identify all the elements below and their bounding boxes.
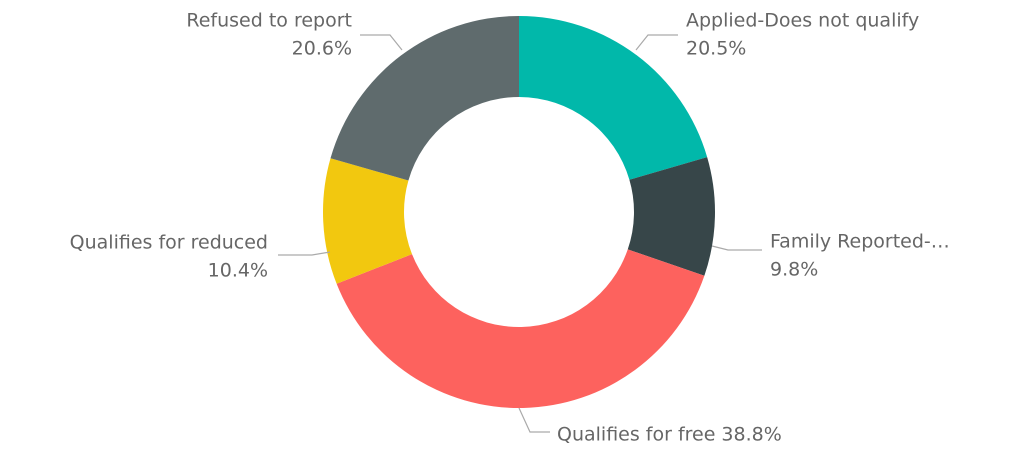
donut-slice xyxy=(519,16,708,180)
slice-label: Applied-Does not qualify xyxy=(686,10,919,32)
donut-slice xyxy=(336,249,705,409)
slice-value-label: 10.4% xyxy=(208,260,268,282)
slice-value-label: 20.5% xyxy=(686,38,746,60)
leader-line xyxy=(278,251,331,256)
slice-label: Refused to report xyxy=(186,10,352,32)
slice-label: Qualifies for free xyxy=(557,424,715,446)
leader-line xyxy=(635,34,678,51)
leader-line xyxy=(711,245,762,251)
slice-label: Family Reported-… xyxy=(770,231,950,253)
donut-slice xyxy=(330,16,519,181)
slice-value-label: 38.8% xyxy=(721,424,781,446)
slice-value-label: 9.8% xyxy=(770,259,818,281)
donut-slice xyxy=(627,157,715,276)
leader-line xyxy=(360,34,403,51)
donut-slice xyxy=(323,158,412,284)
leader-line xyxy=(518,407,550,433)
slice-value-label: 20.6% xyxy=(292,38,352,60)
slice-label: Qualifies for reduced xyxy=(70,232,268,254)
